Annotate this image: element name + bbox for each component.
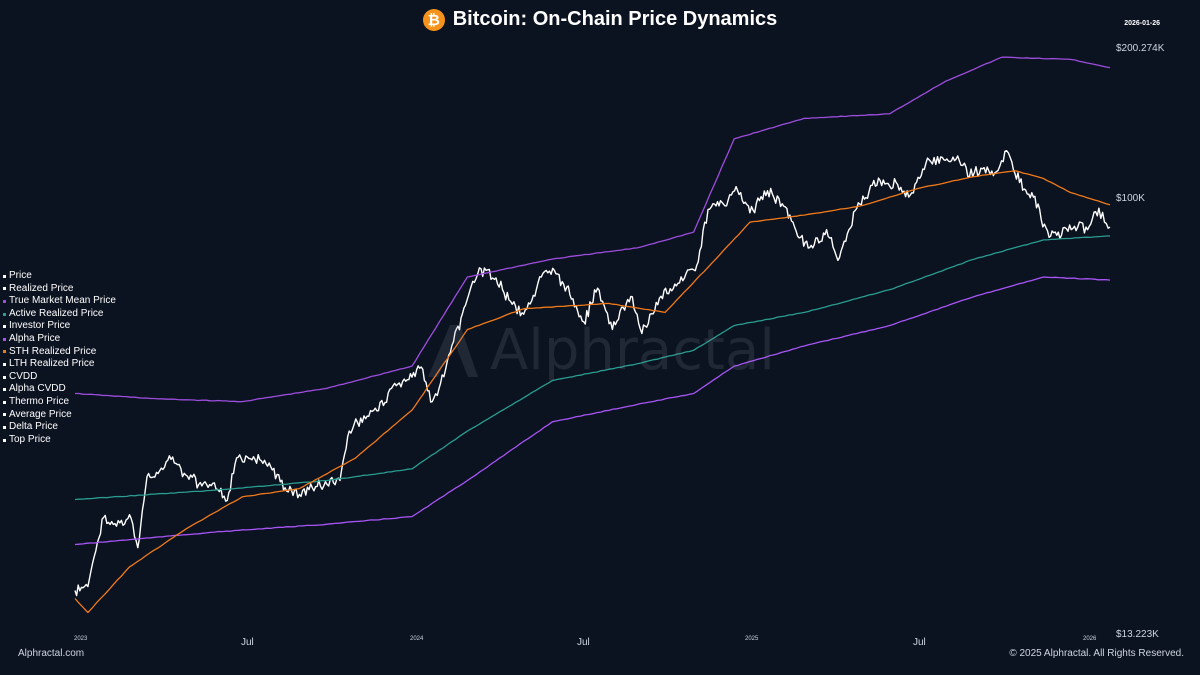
legend-item[interactable]: CVDD [3,371,116,384]
legend-swatch [3,337,6,341]
legend-swatch [3,388,6,392]
legend-swatch [3,400,6,404]
x-tick-2024: 2024 [410,636,424,642]
series-line-active-realized-price [74,235,1110,501]
legend-swatch [3,299,6,303]
series-line-alpha-price [74,276,1111,546]
series-line-true-market-mean-price [75,56,1111,403]
series-line-sth-realized-price [74,170,1111,614]
watermark-text: Alphractal [490,318,775,383]
x-tick-2023: 2023 [74,636,88,642]
legend-item[interactable]: Price [3,270,116,283]
legend-label: Thermo Price [9,395,70,407]
legend-swatch [3,287,6,291]
legend-label: Top Price [9,433,51,445]
date-stamp: 2026-01-26 [1124,20,1160,27]
legend-item[interactable]: Active Realized Price [3,308,116,321]
legend-item[interactable]: STH Realized Price [3,346,116,359]
legend-swatch [3,425,6,429]
chart-legend: Price Realized Price True Market Mean Pric… [3,270,116,446]
bitcoin-icon: ₿ [422,8,445,31]
legend-label: Alpha Price [9,332,61,344]
legend-label: Price [9,270,32,281]
legend-label: Realized Price [9,282,74,294]
legend-label: LTH Realized Price [9,358,95,370]
legend-item[interactable]: Delta Price [3,421,116,434]
legend-label: Average Price [9,408,72,420]
chart-title: Bitcoin: On-Chain Price Dynamics [452,8,778,30]
legend-label: True Market Mean Price [9,295,116,307]
legend-swatch [3,274,6,278]
legend-swatch [3,375,6,379]
y-tick-bottom: $13.223K [1116,629,1159,640]
legend-item[interactable]: Top Price [3,434,116,447]
x-tick-jul-2023: Jul [241,637,254,648]
legend-swatch [3,325,6,329]
legend-label: STH Realized Price [9,345,97,357]
legend-label: Investor Price [9,320,71,332]
legend-item[interactable]: Thermo Price [3,396,116,409]
legend-item[interactable]: Alpha Price [3,333,116,346]
legend-item[interactable]: Average Price [3,409,116,422]
chart-header: ₿ Bitcoin: On-Chain Price Dynamics [0,8,1200,31]
legend-swatch [3,413,6,417]
footer-site[interactable]: Alphractal.com [18,648,85,659]
legend-item[interactable]: True Market Mean Price [3,295,116,308]
legend-label: Alpha CVDD [9,383,66,395]
y-tick-mid: $100K [1116,193,1145,204]
watermark: Alphractal [420,318,775,383]
legend-label: Active Realized Price [9,307,104,319]
legend-label: Delta Price [9,421,58,433]
series-line-price [74,150,1111,597]
legend-item[interactable]: Alpha CVDD [3,383,116,396]
legend-swatch [3,438,6,442]
legend-swatch [3,312,6,316]
x-tick-2026: 2026 [1083,636,1097,642]
legend-item[interactable]: LTH Realized Price [3,358,116,371]
x-tick-2025: 2025 [745,636,759,642]
legend-swatch [3,362,6,366]
x-tick-jul-2025: Jul [913,637,926,648]
footer-copyright: © 2025 Alphractal. All Rights Reserved. [1009,648,1184,659]
x-tick-jul-2024: Jul [577,637,590,648]
legend-label: CVDD [9,370,38,382]
y-tick-top: $200.274K [1116,43,1165,54]
legend-item[interactable]: Realized Price [3,283,116,296]
legend-item[interactable]: Investor Price [3,320,116,333]
alphractal-logo-icon [428,324,478,377]
legend-swatch [3,350,6,354]
